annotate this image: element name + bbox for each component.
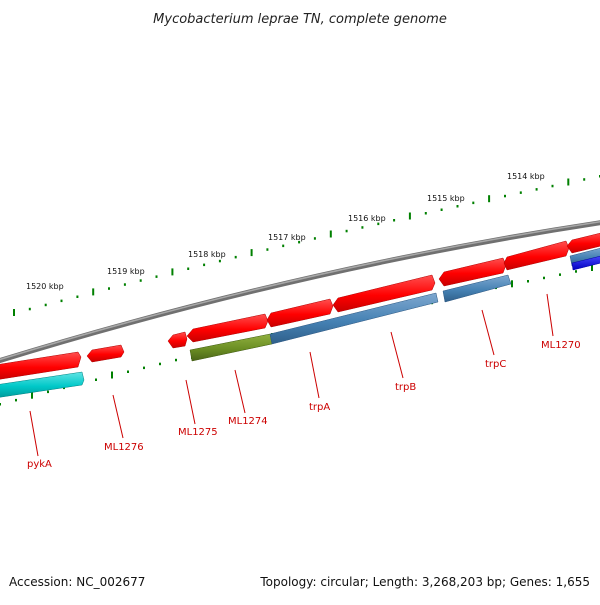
scale-tick-major [250,249,253,257]
scale-tick-minor [218,259,221,263]
scale-tick-major [408,212,411,220]
gene-label-leaders [29,293,554,457]
scale-tick-minor [393,219,396,222]
scale-tick-minor [108,287,110,290]
gene-arrow-ML1275[interactable] [167,331,188,349]
gene-label-pykA: pykA [27,459,52,470]
scale-label: 1515 kbp [427,194,465,203]
cds-pykA[interactable] [0,371,85,398]
scale-label: 1520 kbp [26,282,64,291]
gene-label-trpC: trpC [485,359,506,370]
scale-label: 1514 kbp [507,172,545,181]
gene-label-ML1276: ML1276 [104,442,144,453]
scale-tick-minor [519,191,522,194]
scale-tick-minor [47,390,49,394]
gene-arrow-ML1274[interactable] [186,313,269,343]
scale-tick-minor [527,280,529,283]
scale-tick-minor [155,275,158,278]
scale-tick-major [31,391,33,399]
cds-trpC[interactable] [442,274,512,303]
accession-text: Accession: NC_002677 [9,575,145,589]
cds-blue-edge[interactable] [571,255,600,271]
scale-tick-minor [203,263,206,267]
cds-trpA-trpB[interactable] [269,292,439,345]
scale-ticks-outer [13,175,600,316]
genome-summary-text: Topology: circular; Length: 3,268,203 bp… [259,575,590,589]
scale-tick-major [591,264,593,271]
scale-tick-minor [424,212,427,215]
scale-tick-minor [575,270,577,273]
scale-tick-minor [551,184,554,188]
scale-label: 1518 kbp [188,250,226,259]
scale-tick-minor [345,229,348,233]
scale-tick-minor [60,299,63,303]
scale-tick-major [171,268,174,276]
scale-tick-minor [139,279,142,282]
scale-tick-minor [559,273,561,276]
gene-arrow-ML1270[interactable] [503,240,570,271]
scale-tick-major [488,195,491,203]
scale-tick-minor [298,240,301,244]
scale-tick-minor [543,276,545,280]
scale-tick-major [111,371,113,379]
scale-tick-minor [440,208,443,211]
scale-tick-major [511,280,513,288]
scale-label: 1517 kbp [268,233,306,242]
map-title: Mycobacterium leprae TN, complete genome [153,12,447,27]
cds-track [0,248,600,398]
gene-label-ML1275: ML1275 [178,427,218,438]
gene-label-ML1274: ML1274 [228,416,268,427]
scale-tick-minor [313,237,316,240]
gene-arrow-trpC[interactable] [438,257,507,287]
scale-tick-major [567,178,570,186]
scale-tick-minor [95,378,97,381]
scale-label: 1519 kbp [107,267,145,276]
genome-backbone [0,220,600,364]
gene-track [0,232,600,380]
scale-tick-minor [127,370,129,373]
scale-tick-minor [361,226,364,229]
scale-tick-minor [175,358,177,362]
scale-tick-minor [187,267,190,270]
scale-tick-minor [0,403,1,406]
scale-tick-minor [28,307,31,311]
scale-tick-minor [535,188,538,191]
gene-label-ML1270: ML1270 [541,340,581,351]
scale-tick-minor [15,398,17,402]
gene-label-trpA: trpA [309,402,330,413]
scale-tick-minor [266,248,269,251]
scale-tick-major [329,230,332,238]
scale-tick-minor [76,295,79,298]
scale-tick-minor [159,362,161,366]
genome-backbone-highlight [0,221,600,361]
scale-tick-minor [44,303,47,307]
gene-arrow-pykA[interactable] [0,351,82,380]
scale-tick-minor [234,255,237,259]
scale-tick-minor [143,366,145,370]
scale-tick-major [92,288,95,296]
scale-tick-minor [504,194,506,198]
scale-tick-minor [456,205,459,208]
scale-tick-minor [583,178,586,181]
gene-arrow-trpA[interactable] [266,298,334,328]
gene-label-trpB: trpB [395,382,416,393]
scale-tick-minor [282,244,285,248]
scale-label: 1516 kbp [348,214,386,223]
scale-tick-minor [472,201,475,205]
gene-arrow-ML1276[interactable] [86,344,125,363]
scale-tick-major [13,309,15,316]
scale-tick-minor [377,222,380,226]
gene-arrow-trpB[interactable] [332,274,436,313]
scale-tick-minor [123,283,126,286]
